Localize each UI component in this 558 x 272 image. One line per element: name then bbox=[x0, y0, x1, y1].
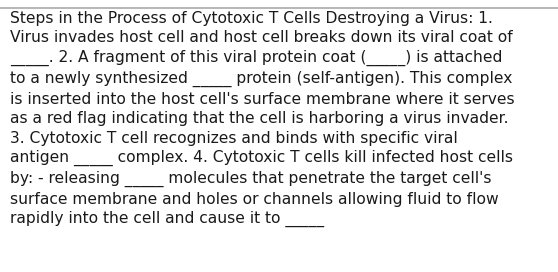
Text: Steps in the Process of Cytotoxic T Cells Destroying a Virus: 1.
Virus invades h: Steps in the Process of Cytotoxic T Cell… bbox=[10, 11, 514, 227]
